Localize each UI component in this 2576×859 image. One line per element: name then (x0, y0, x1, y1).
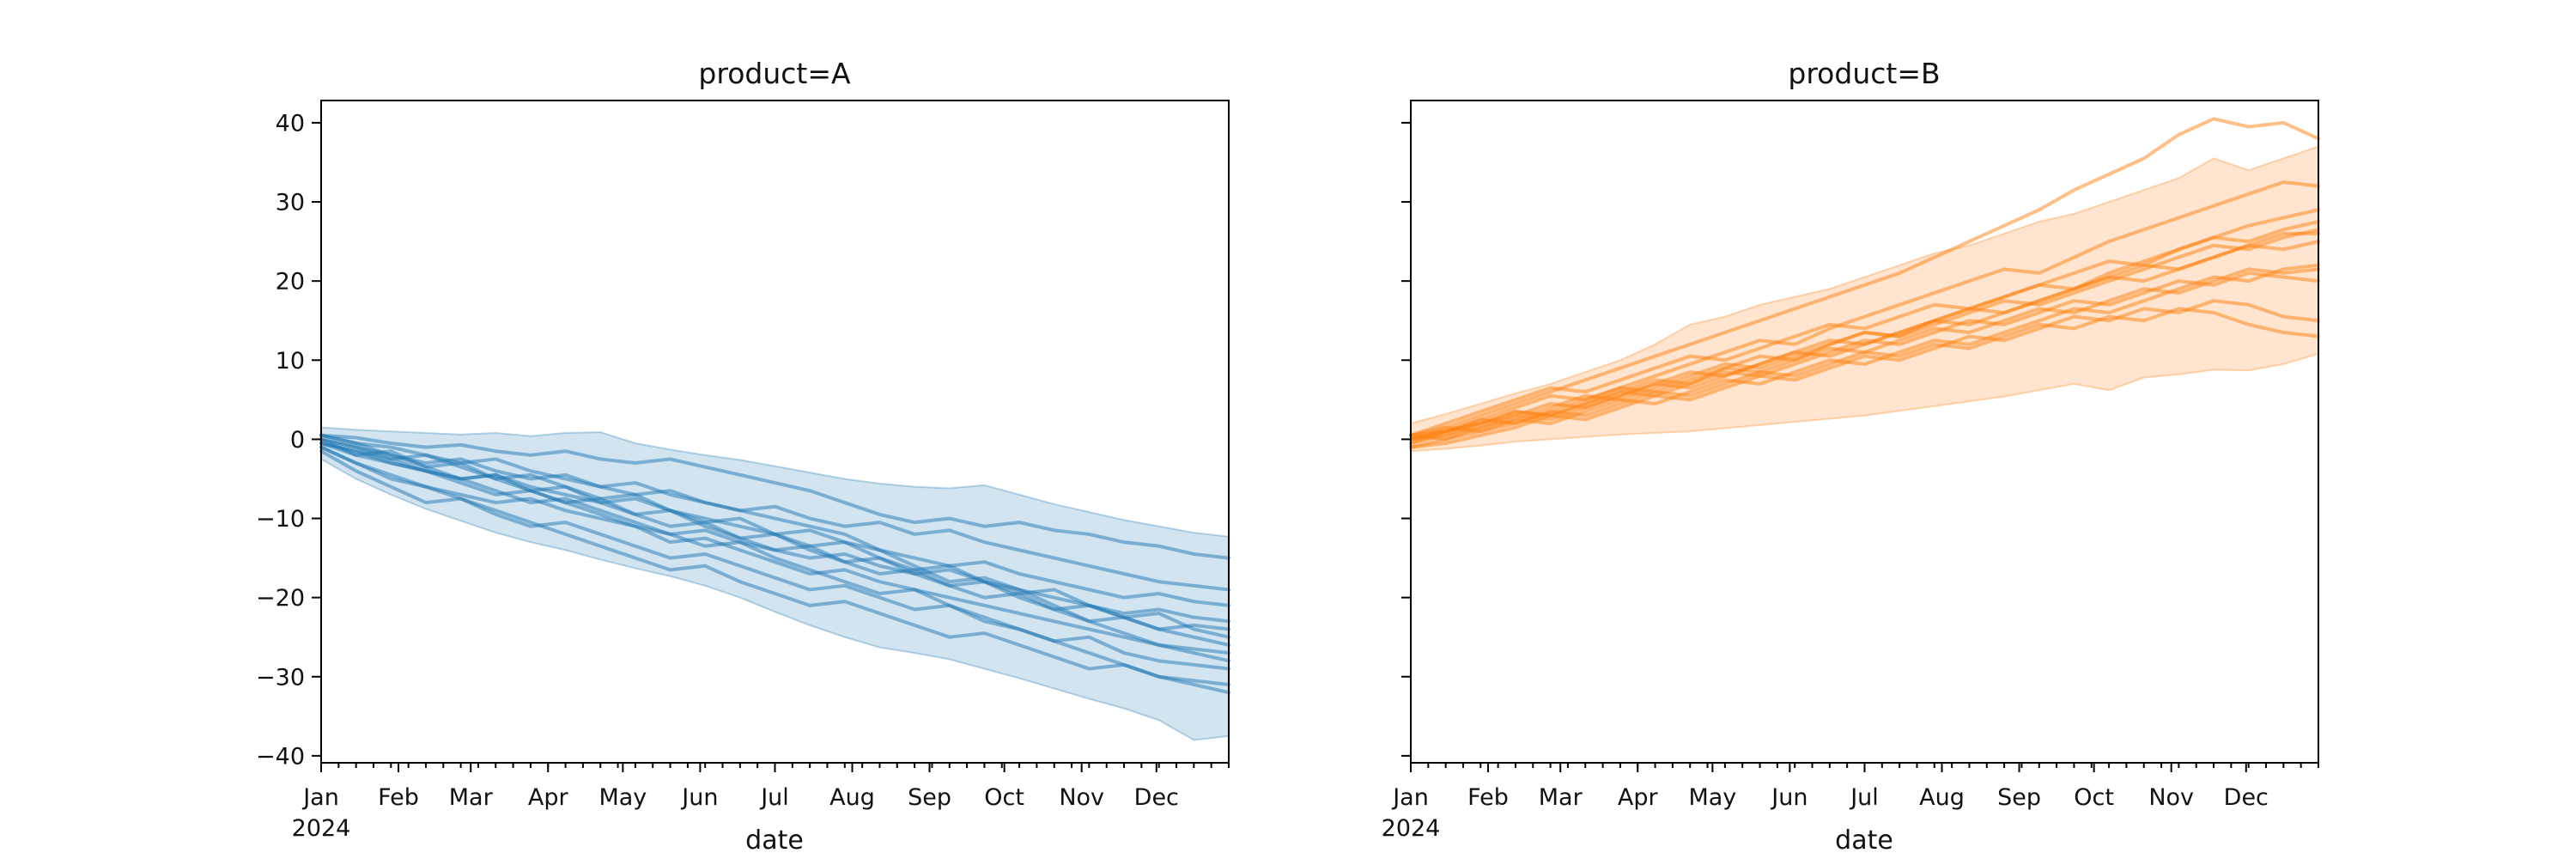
x-tick-label-sep: Sep (1997, 784, 2041, 811)
series-line-run-1 (319, 433, 1230, 560)
x-tick-label-jun: Jun (680, 784, 718, 811)
x-tick-label-feb: Feb (1467, 784, 1509, 811)
y-tick-label: 0 (290, 427, 305, 454)
x-tick-label-dec: Dec (2224, 784, 2269, 811)
facet-b-xaxis-label: date (1835, 825, 1893, 856)
x-tick-label-mar: Mar (1539, 784, 1583, 811)
x-tick-year-label: 2024 (292, 815, 351, 842)
series-line-run-12 (319, 433, 1230, 631)
x-tick-label-may: May (598, 784, 647, 811)
x-tick-label-jul: Jul (1849, 784, 1879, 811)
facet-a-title: product=A (698, 57, 851, 90)
x-tick-label-sep: Sep (908, 784, 951, 811)
y-tick-label: 10 (276, 348, 305, 375)
y-tick-label: −20 (256, 585, 305, 612)
series-line-run-8 (319, 437, 1230, 663)
y-tick-label: −10 (256, 506, 305, 533)
x-tick-label-feb: Feb (378, 784, 419, 811)
facet-b-title: product=B (1788, 57, 1941, 90)
x-tick-label-jul: Jul (759, 784, 789, 811)
confidence-band (320, 426, 1230, 741)
x-tick-label-dec: Dec (1134, 784, 1179, 811)
x-tick-label-jun: Jun (1770, 784, 1807, 811)
x-tick-year-label: 2024 (1382, 815, 1441, 842)
x-tick-label-oct: Oct (984, 784, 1024, 811)
x-tick-label-jan: Jan (1391, 784, 1429, 811)
x-tick-label-oct: Oct (2074, 784, 2114, 811)
series-line-run-12 (1409, 307, 2320, 442)
y-tick-label: 30 (276, 190, 305, 216)
series-line-run-11 (319, 442, 1230, 695)
x-tick-label-may: May (1688, 784, 1736, 811)
x-tick-label-apr: Apr (528, 784, 569, 811)
series-line-run-4 (1409, 220, 2320, 437)
facet-a-xaxis-label: date (745, 825, 804, 856)
series-line-run-2 (1409, 180, 2320, 442)
facet-b-plot: Jan 2024 Feb Mar Apr May Jun Jul Aug Sep Oct Nov Dec (1382, 100, 2320, 842)
x-tick-label-aug: Aug (1919, 784, 1965, 811)
y-tick-label: −40 (256, 743, 305, 770)
y-tick-label: −30 (256, 664, 305, 691)
y-tick-label: 20 (276, 269, 305, 295)
facet-a-plot: −40 −30 −20 −10 0 10 20 30 40 Jan 2024 Feb Mar Apr May… (256, 100, 1230, 842)
x-tick-label-nov: Nov (1059, 784, 1104, 811)
series-line-run-7 (319, 442, 1230, 655)
x-tick-label-aug: Aug (829, 784, 875, 811)
y-tick-label: 40 (276, 110, 305, 137)
series-line-run-10 (319, 445, 1230, 686)
x-tick-label-apr: Apr (1618, 784, 1659, 811)
x-tick-label-jan: Jan (301, 784, 339, 811)
x-tick-label-nov: Nov (2148, 784, 2194, 811)
x-tick-label-mar: Mar (449, 784, 494, 811)
series-line-run-7 (1409, 240, 2320, 437)
